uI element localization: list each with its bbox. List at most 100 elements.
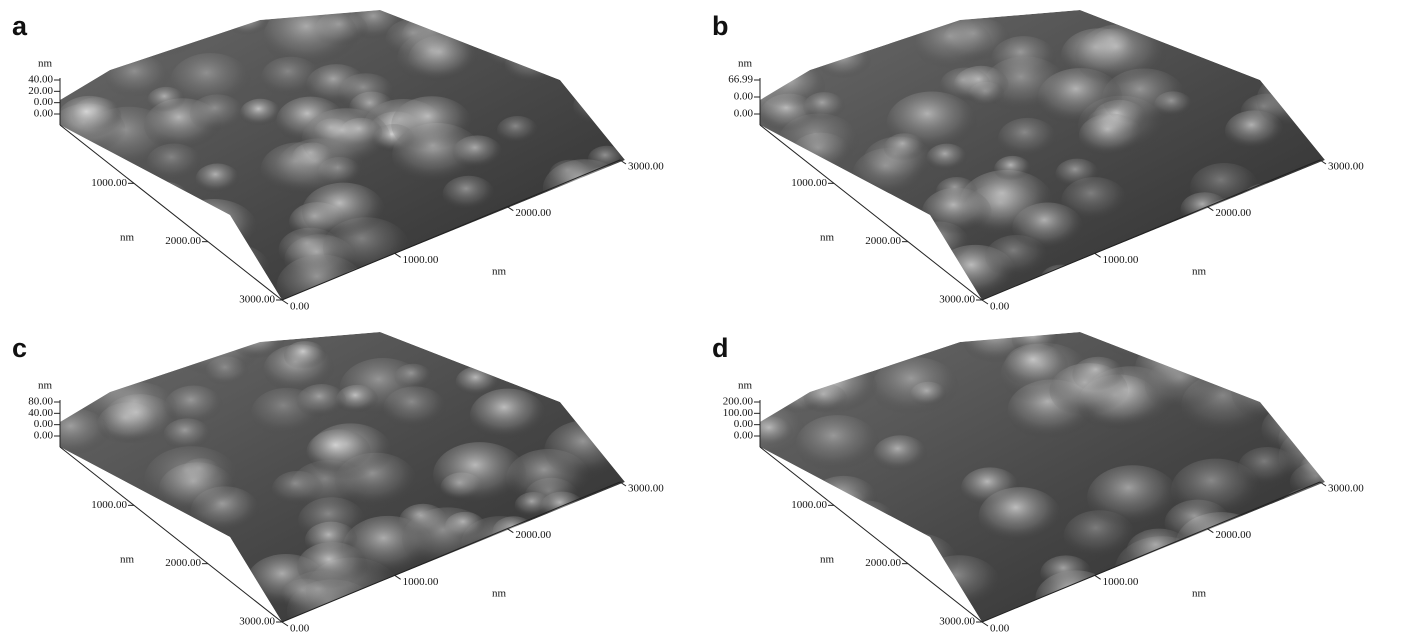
- z-tick-label: 66.99: [728, 74, 753, 86]
- surface-bump: [573, 84, 635, 128]
- surface-bump: [307, 429, 371, 474]
- surface-bump: [922, 188, 992, 237]
- z-tick-label: 40.00: [28, 407, 53, 419]
- surface-bump: [1171, 459, 1260, 521]
- panel-label: d: [712, 333, 729, 363]
- panel-label: b: [712, 11, 729, 41]
- z-tick-label: 0.00: [34, 96, 54, 108]
- z-tick-label: 0.00: [34, 418, 54, 430]
- surface-bump: [100, 382, 177, 436]
- x-unit: nm: [1192, 588, 1207, 600]
- z-tick-label: 0.00: [734, 418, 754, 430]
- surface-bump: [275, 138, 365, 201]
- y-tick-label: 2000.00: [165, 557, 201, 569]
- surface-bump: [779, 46, 821, 75]
- y-tick-label: 2000.00: [865, 235, 901, 247]
- surface-bump: [872, 357, 959, 418]
- surface-bump: [804, 384, 847, 414]
- y-unit: nm: [820, 554, 835, 566]
- surface-bump: [818, 43, 871, 80]
- x-unit: nm: [1192, 266, 1207, 278]
- y-tick-label: 2000.00: [865, 557, 901, 569]
- surface-bump: [338, 73, 395, 113]
- surface-bump: [778, 113, 859, 170]
- surface-bump: [1231, 360, 1323, 424]
- x-tick-label: 0.00: [290, 301, 310, 313]
- surface-bump: [1262, 402, 1340, 457]
- x-tick-label: 0.00: [990, 623, 1010, 635]
- surface-bump: [544, 420, 629, 480]
- surface-bump: [456, 366, 500, 397]
- x-tick: [282, 300, 288, 304]
- surface-bump: [453, 135, 503, 170]
- z-tick-label: 200.00: [723, 396, 754, 408]
- surface-bump: [927, 144, 968, 172]
- surface-bump: [406, 585, 447, 614]
- surface-bump: [528, 547, 587, 588]
- surface-bump: [161, 581, 218, 621]
- surface-bump: [505, 45, 562, 85]
- surface-bump: [233, 324, 285, 360]
- surface-bump: [872, 263, 922, 298]
- surface-bump: [147, 144, 202, 182]
- z-unit: nm: [738, 380, 753, 392]
- surface-bump: [738, 145, 816, 200]
- surface-bump: [1257, 69, 1346, 131]
- surface-bump: [1145, 358, 1224, 413]
- surface-bump: [57, 96, 121, 141]
- surface: [725, 0, 1356, 319]
- x-tick-label: 2000.00: [1215, 529, 1251, 541]
- z-tick-label: 100.00: [723, 407, 754, 419]
- surface-bump: [1140, 4, 1184, 35]
- surface-bump: [438, 561, 495, 601]
- x-tick-label: 1000.00: [403, 576, 439, 588]
- z-tick-label: 0.00: [34, 430, 54, 442]
- panel: bnm66.990.000.001000.002000.003000.00nm0…: [712, 0, 1364, 319]
- z-unit: nm: [38, 58, 53, 70]
- x-tick: [1095, 575, 1101, 579]
- x-tick-label: 2000.00: [1215, 207, 1251, 219]
- surface-bump: [1171, 313, 1253, 371]
- surface-bump: [998, 118, 1057, 159]
- z-tick-label: 0.00: [734, 108, 754, 120]
- x-tick-label: 0.00: [990, 301, 1010, 313]
- y-tick-label: 3000.00: [939, 294, 975, 306]
- surface-bump: [918, 577, 966, 610]
- x-tick: [395, 253, 401, 257]
- x-tick: [982, 622, 988, 626]
- surface-bump: [136, 11, 177, 40]
- x-tick-label: 3000.00: [628, 483, 664, 495]
- surface-bump: [591, 594, 643, 630]
- surface-bump: [979, 487, 1062, 545]
- z-tick-label: 0.00: [734, 91, 754, 103]
- surface-bump: [402, 507, 493, 571]
- x-tick: [282, 622, 288, 626]
- surface-bump: [1276, 344, 1341, 390]
- y-tick-label: 2000.00: [165, 235, 201, 247]
- surface-bump: [397, 31, 474, 85]
- x-tick-label: 2000.00: [515, 207, 551, 219]
- surface-bump: [737, 202, 832, 269]
- surface-bump: [261, 57, 320, 99]
- surface-bump: [497, 116, 538, 145]
- x-tick-label: 3000.00: [628, 161, 664, 173]
- x-tick-label: 3000.00: [1328, 483, 1364, 495]
- x-tick: [1095, 253, 1101, 257]
- surface-bump: [229, 9, 269, 37]
- surface-bump: [196, 164, 240, 195]
- surface-bump: [144, 446, 239, 513]
- surface-bump: [284, 341, 326, 370]
- surface-bump: [873, 435, 927, 473]
- surface-bump: [827, 490, 869, 520]
- surface-bump: [240, 99, 281, 128]
- surface-bump: [101, 193, 172, 243]
- surface-bump: [198, 244, 270, 294]
- y-tick-label: 1000.00: [791, 499, 827, 511]
- surface-bump: [140, 182, 190, 217]
- surface-bump: [1274, 0, 1329, 35]
- surface-bump: [536, 260, 595, 301]
- surface-bump: [780, 351, 827, 384]
- surface-bump: [170, 199, 258, 260]
- y-tick-label: 1000.00: [91, 499, 127, 511]
- surface-bump: [503, 556, 587, 615]
